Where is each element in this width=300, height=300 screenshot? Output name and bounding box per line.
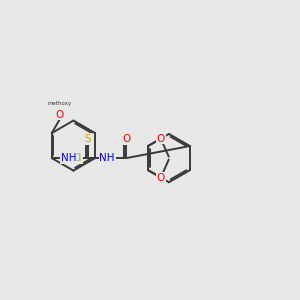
Text: S: S xyxy=(85,134,91,144)
Text: O: O xyxy=(122,134,130,144)
Text: Cl: Cl xyxy=(72,153,82,163)
Text: O: O xyxy=(157,134,165,144)
Text: NH: NH xyxy=(61,153,76,163)
Text: O: O xyxy=(55,110,64,119)
Text: NH: NH xyxy=(99,153,115,163)
Text: O: O xyxy=(157,172,165,182)
Text: methoxy: methoxy xyxy=(47,101,72,106)
